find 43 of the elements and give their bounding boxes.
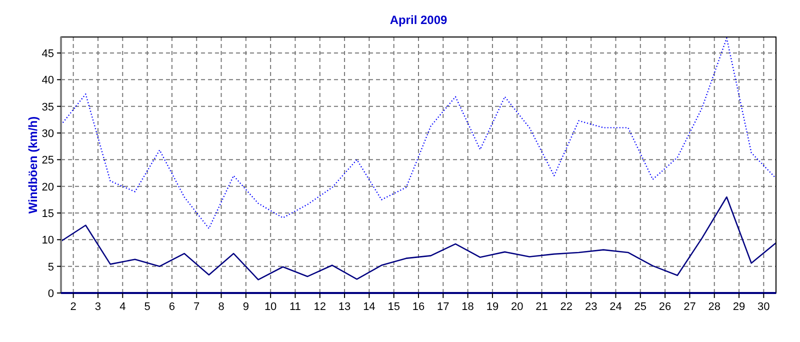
x-tick-label: 20 bbox=[510, 301, 524, 313]
x-tick-label: 23 bbox=[584, 301, 598, 313]
y-tick-label: 0 bbox=[48, 288, 54, 300]
x-tick-label: 26 bbox=[658, 301, 672, 313]
x-tick-label: 27 bbox=[684, 301, 696, 313]
x-tick-label: 13 bbox=[338, 301, 351, 313]
x-tick-label: 21 bbox=[536, 301, 548, 313]
x-tick-label: 19 bbox=[486, 301, 499, 313]
y-tick-label: 15 bbox=[42, 208, 54, 220]
x-tick-label: 11 bbox=[290, 301, 301, 313]
x-tick-label: 7 bbox=[194, 301, 200, 313]
y-tick-label: 25 bbox=[42, 154, 54, 167]
y-tick-label: 45 bbox=[42, 48, 54, 60]
x-tick-label: 30 bbox=[758, 301, 770, 313]
x-tick-label: 5 bbox=[144, 301, 150, 313]
y-axis-title: Windböen (km/h) bbox=[26, 116, 40, 214]
x-tick-label: 9 bbox=[242, 301, 249, 313]
x-tick-label: 16 bbox=[412, 301, 425, 313]
x-tick-label: 2 bbox=[70, 301, 76, 313]
y-tick-label: 30 bbox=[42, 128, 54, 140]
x-tick-label: 10 bbox=[264, 301, 277, 313]
x-tick-label: 12 bbox=[314, 301, 326, 313]
x-tick-label: 15 bbox=[388, 301, 400, 313]
x-tick-label: 3 bbox=[94, 301, 102, 313]
line-series bbox=[60, 37, 777, 230]
x-tick-label: 6 bbox=[168, 301, 176, 313]
x-tick-label: 8 bbox=[218, 301, 224, 313]
x-tick-label: 25 bbox=[634, 301, 647, 313]
y-tick-label: 35 bbox=[42, 101, 54, 114]
chart-title: April 2009 bbox=[390, 13, 448, 27]
x-tick-label: 28 bbox=[708, 301, 720, 313]
x-tick-label: 17 bbox=[437, 301, 450, 313]
y-tick-label: 40 bbox=[42, 74, 54, 87]
line-series bbox=[60, 196, 777, 280]
y-tick-label: 10 bbox=[42, 234, 54, 247]
x-tick-label: 24 bbox=[610, 301, 622, 313]
x-tick-label: 29 bbox=[732, 301, 746, 313]
y-tick-label: 20 bbox=[42, 181, 54, 194]
x-tick-label: 14 bbox=[363, 301, 376, 313]
y-tick-label: 5 bbox=[48, 261, 54, 274]
x-tick-label: 22 bbox=[560, 301, 573, 313]
x-tick-label: 4 bbox=[120, 301, 126, 313]
x-tick-label: 18 bbox=[462, 301, 474, 313]
